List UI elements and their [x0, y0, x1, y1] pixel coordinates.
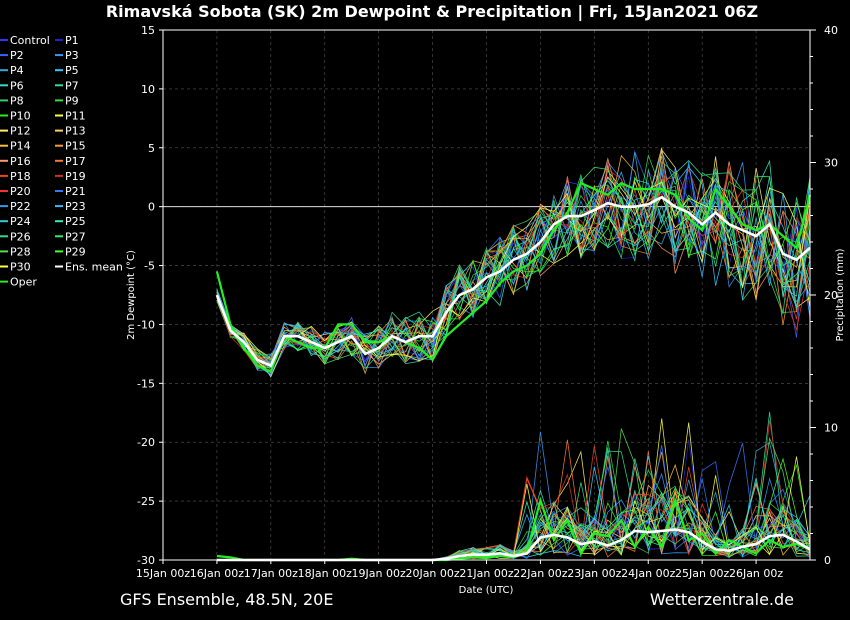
legend-label: P13 [65, 125, 86, 138]
legend-label: P7 [65, 79, 79, 92]
member-dewpoint-line [216, 168, 811, 367]
member-dewpoint-line [216, 176, 811, 374]
oper-dewpoint-line [215, 181, 812, 374]
legend-label: P16 [10, 155, 31, 168]
legend-label: P17 [65, 155, 86, 168]
x-tick-label: 25Jan 00z [675, 567, 729, 580]
legend-label: P25 [65, 215, 86, 228]
x-tick-label: 24Jan 00z [621, 567, 675, 580]
y-tick-label: -10 [137, 318, 155, 331]
x-tick-label: 22Jan 00z [513, 567, 567, 580]
legend-label: P9 [65, 94, 79, 107]
y-tick-label: 0 [148, 201, 155, 214]
legend-label: P29 [65, 245, 86, 258]
y2-tick-label: 10 [824, 422, 838, 435]
legend-label: P10 [10, 110, 31, 123]
y-tick-label: -15 [137, 377, 155, 390]
legend-label: P3 [65, 49, 79, 62]
legend-label: P28 [10, 245, 31, 258]
legend: Control P1 P2 P3 P4 P5 P6 P7 P8 P9 P10 P11 P12 P13 P14… [0, 34, 123, 289]
legend-label: P11 [65, 110, 86, 123]
legend-label: P2 [10, 49, 24, 62]
y-tick-label: 10 [141, 83, 155, 96]
legend-label: P12 [10, 125, 31, 138]
member-precip-line [216, 461, 811, 561]
y2-axis-label: Precipitation (mm) [835, 248, 846, 341]
footer-source: Wetterzentrale.de [650, 590, 794, 609]
y-tick-label: 15 [141, 24, 155, 37]
x-tick-label: 26Jan 00z [729, 567, 783, 580]
y2-tick-label: 20 [824, 289, 838, 302]
x-tick-label: 23Jan 00z [567, 567, 621, 580]
legend-label: P24 [10, 215, 31, 228]
y-tick-label: 5 [148, 142, 155, 155]
legend-label: P8 [10, 94, 24, 107]
x-tick-label: 17Jan 00z [244, 567, 298, 580]
legend-label: P22 [10, 200, 31, 213]
legend-label: Ens. mean [65, 261, 123, 274]
legend-label: Oper [10, 276, 37, 289]
member-dewpoint-line [216, 159, 811, 369]
legend-label: Control [10, 34, 50, 47]
y-tick-label: -5 [144, 260, 155, 273]
y2-tick-label: 30 [824, 157, 838, 170]
legend-label: P26 [10, 230, 31, 243]
y-tick-label: -25 [137, 495, 155, 508]
legend-label: P14 [10, 140, 31, 153]
y2-tick-label: 0 [824, 554, 831, 567]
x-tick-label: 16Jan 00z [190, 567, 244, 580]
legend-label: P20 [10, 185, 31, 198]
y-axis: -30 -25 -20 -15 -10 -5 0 5 10 15 [137, 24, 163, 567]
member-precip-line [216, 418, 811, 561]
legend-label: P23 [65, 200, 86, 213]
x-tick-label: 19Jan 00z [352, 567, 406, 580]
legend-label: P21 [65, 185, 86, 198]
legend-label: P6 [10, 79, 24, 92]
chart-title: Rimavská Sobota (SK) 2m Dewpoint & Preci… [106, 2, 758, 22]
x-tick-label: 21Jan 00z [459, 567, 513, 580]
legend-label: P1 [65, 34, 79, 47]
ensemble-members [216, 147, 811, 561]
legend-label: P18 [10, 170, 31, 183]
x-tick-label: 20Jan 00z [405, 567, 459, 580]
x-tick-label: 18Jan 00z [298, 567, 352, 580]
y-axis-label: 2m Dewpoint (°C) [126, 250, 137, 340]
footer-model-info: GFS Ensemble, 48.5N, 20E [120, 590, 333, 609]
member-dewpoint-line [216, 183, 811, 374]
y2-tick-label: 40 [824, 24, 838, 37]
x-axis-label: Date (UTC) [459, 585, 514, 596]
x-tick-label: 15Jan 00z [136, 567, 190, 580]
y-tick-label: -30 [137, 554, 155, 567]
legend-label: P19 [65, 170, 86, 183]
member-precip-line [216, 411, 811, 561]
legend-label: P27 [65, 230, 86, 243]
x-axis: 15Jan 00z 16Jan 00z 17Jan 00z 18Jan 00z 19Ja… [136, 560, 783, 580]
legend-label: P4 [10, 64, 24, 77]
grid [163, 30, 810, 560]
legend-label: P15 [65, 140, 86, 153]
y-tick-label: -20 [137, 436, 155, 449]
member-dewpoint-line [216, 160, 811, 370]
member-dewpoint-line [216, 160, 811, 365]
member-dewpoint-line [216, 177, 811, 370]
member-precip-line [216, 463, 811, 561]
ens-mean-dewpoint-line [215, 195, 811, 368]
legend-label: P5 [65, 64, 79, 77]
legend-label: P30 [10, 261, 31, 274]
y2-axis: 0 10 20 30 40 [810, 24, 838, 567]
